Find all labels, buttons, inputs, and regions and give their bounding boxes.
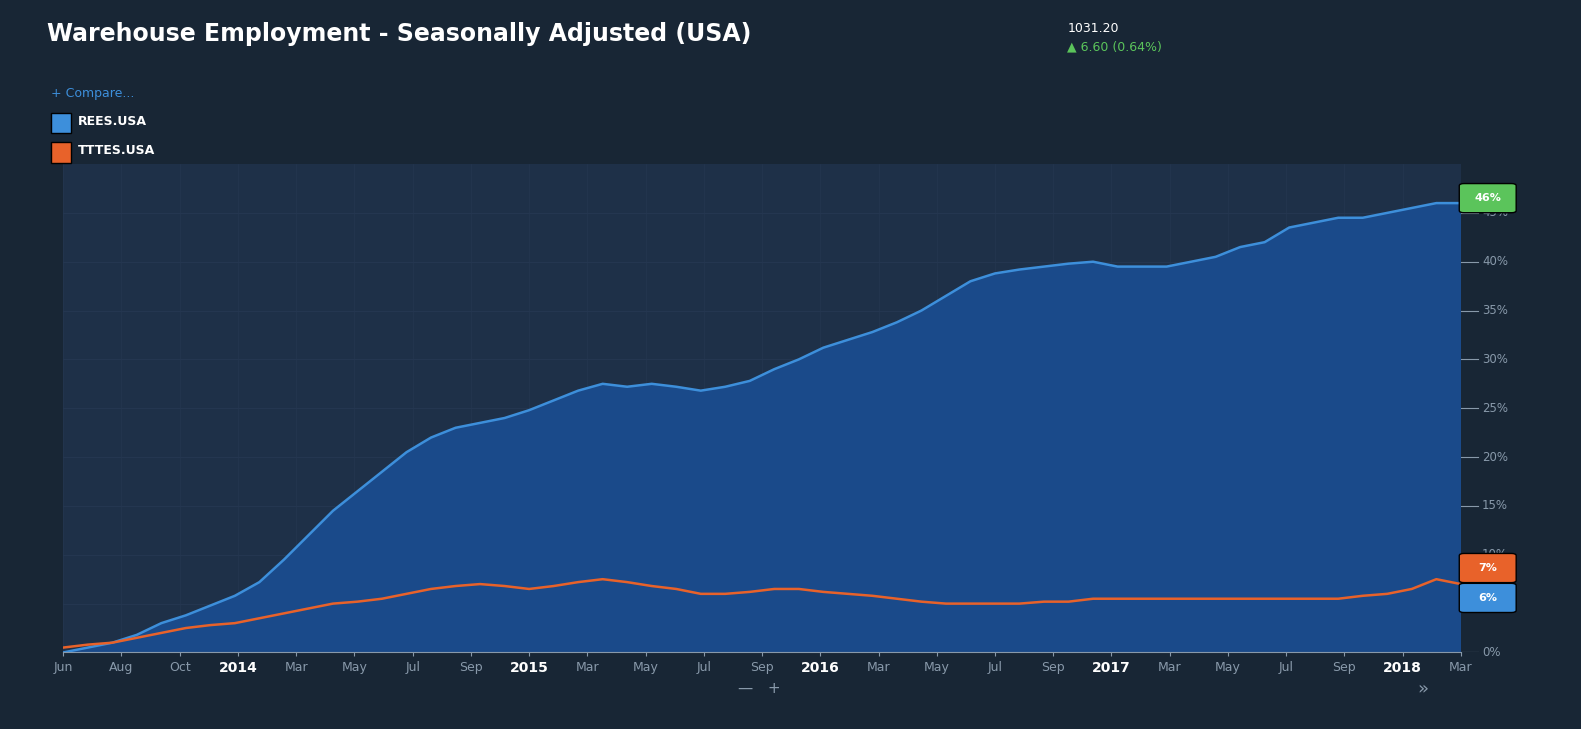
Text: —   +: — + — [738, 682, 779, 696]
Text: + Compare...: + Compare... — [51, 87, 134, 101]
Text: 25%: 25% — [1481, 402, 1508, 415]
Text: 15%: 15% — [1481, 499, 1508, 512]
Text: 10%: 10% — [1481, 548, 1508, 561]
Text: 40%: 40% — [1481, 255, 1508, 268]
Text: 7%: 7% — [1478, 563, 1497, 573]
Text: ▲ 6.60 (0.64%): ▲ 6.60 (0.64%) — [1067, 40, 1162, 53]
Text: Warehouse Employment - Seasonally Adjusted (USA): Warehouse Employment - Seasonally Adjust… — [47, 22, 753, 46]
Text: 35%: 35% — [1481, 304, 1508, 317]
Text: 6%: 6% — [1478, 593, 1497, 603]
Text: TTTES.USA: TTTES.USA — [77, 144, 155, 157]
Text: 20%: 20% — [1481, 451, 1508, 464]
Text: 1031.20: 1031.20 — [1067, 22, 1119, 35]
Text: 30%: 30% — [1481, 353, 1508, 366]
Text: »: » — [1417, 680, 1429, 698]
Text: 0%: 0% — [1481, 646, 1500, 659]
Text: 5%: 5% — [1481, 597, 1500, 610]
Text: 45%: 45% — [1481, 206, 1508, 219]
Text: REES.USA: REES.USA — [77, 115, 147, 128]
Text: 46%: 46% — [1475, 193, 1500, 203]
